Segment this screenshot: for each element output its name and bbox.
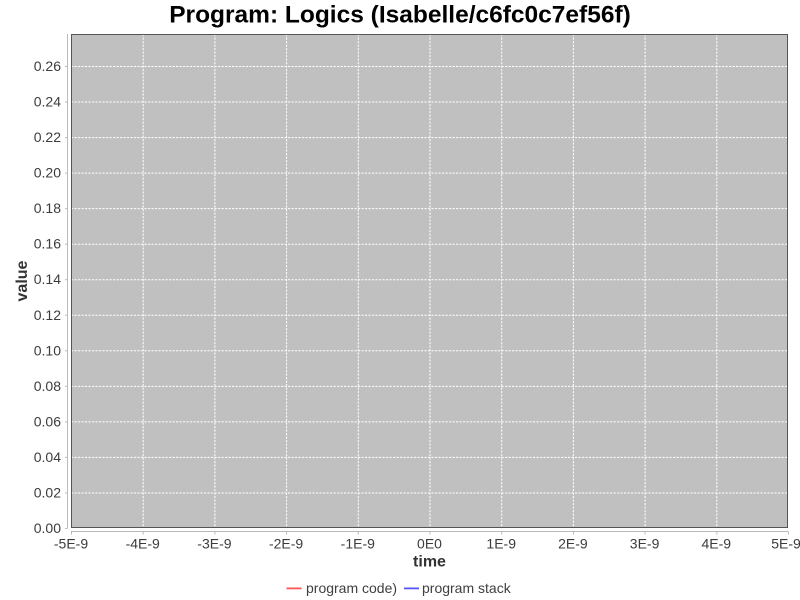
svg-text:-5E-9: -5E-9 [54,536,88,552]
svg-text:Program: Logics (Isabelle/c6fc: Program: Logics (Isabelle/c6fc0c7ef56f) [169,2,631,29]
svg-text:value: value [14,260,31,301]
svg-text:time: time [413,554,446,571]
svg-text:0.12: 0.12 [34,307,61,323]
svg-text:0.04: 0.04 [34,449,61,465]
svg-text:program code): program code) [306,580,397,596]
svg-text:0.26: 0.26 [34,58,61,74]
svg-text:0.16: 0.16 [34,236,61,252]
svg-text:-3E-9: -3E-9 [197,536,231,552]
svg-text:program stack: program stack [422,580,512,596]
svg-text:1E-9: 1E-9 [486,536,516,552]
svg-text:5E-9: 5E-9 [771,536,800,552]
svg-text:0.08: 0.08 [34,378,61,394]
svg-text:0.02: 0.02 [34,484,61,500]
svg-text:2E-9: 2E-9 [558,536,588,552]
svg-text:0E0: 0E0 [417,536,442,552]
svg-text:0.06: 0.06 [34,413,61,429]
svg-text:-4E-9: -4E-9 [126,536,160,552]
svg-text:0.14: 0.14 [34,271,61,287]
svg-text:0.18: 0.18 [34,200,61,216]
svg-text:0.00: 0.00 [34,520,61,536]
svg-text:3E-9: 3E-9 [630,536,660,552]
svg-text:0.10: 0.10 [34,342,61,358]
svg-text:-1E-9: -1E-9 [341,536,375,552]
svg-text:0.20: 0.20 [34,165,61,181]
svg-text:4E-9: 4E-9 [702,536,732,552]
svg-text:0.22: 0.22 [34,129,61,145]
svg-text:0.24: 0.24 [34,94,61,110]
svg-text:-2E-9: -2E-9 [269,536,303,552]
